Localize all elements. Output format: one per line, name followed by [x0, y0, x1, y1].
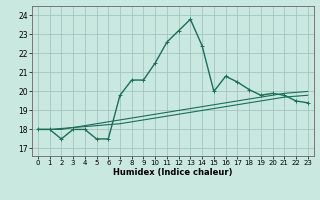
- X-axis label: Humidex (Indice chaleur): Humidex (Indice chaleur): [113, 168, 233, 177]
